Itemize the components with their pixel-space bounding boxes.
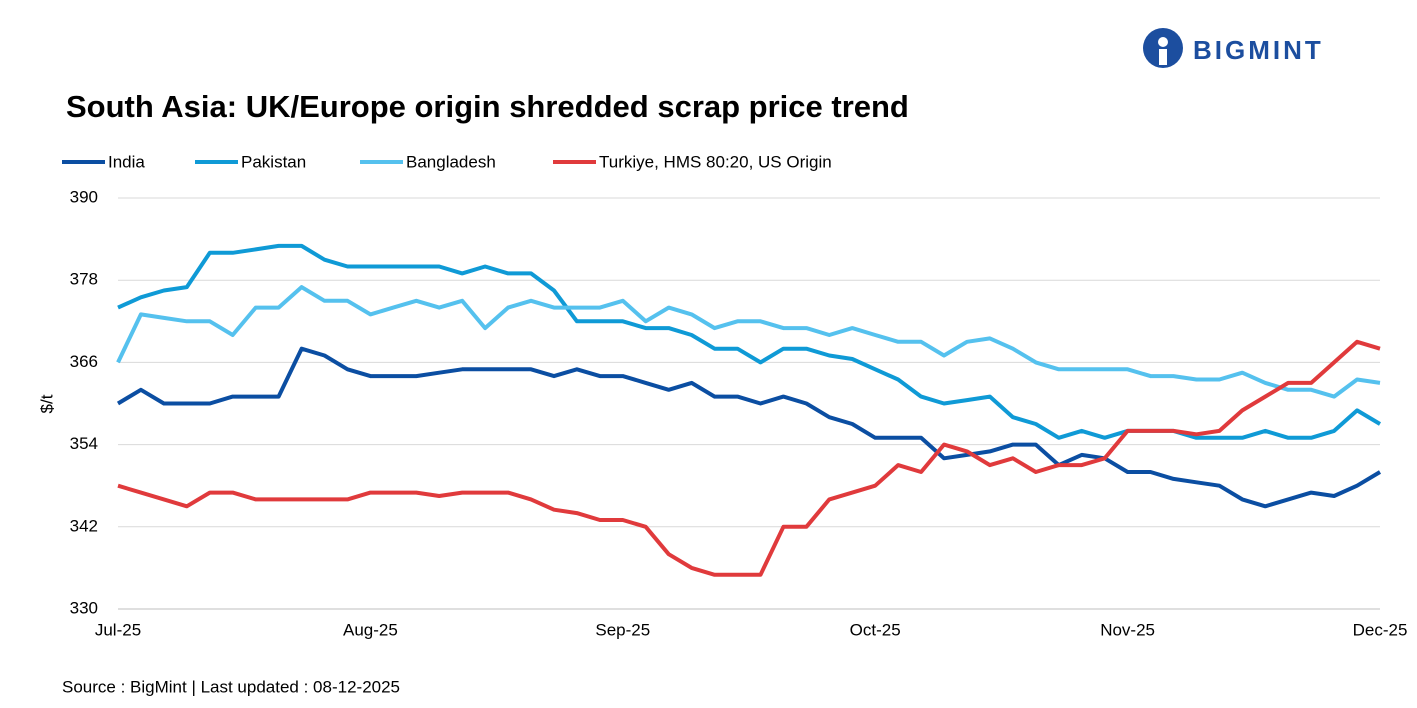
x-tick-label: Dec-25: [1353, 620, 1408, 639]
logo-text: BIGMINT: [1193, 35, 1324, 65]
source-note: Source : BigMint | Last updated : 08-12-…: [62, 677, 400, 696]
logo-icon: [1143, 28, 1183, 68]
legend-label: Bangladesh: [406, 152, 496, 171]
y-axis-label: $/t: [37, 394, 56, 413]
x-tick-label: Oct-25: [850, 620, 901, 639]
logo-icon-dot: [1158, 37, 1168, 47]
series-line: [116, 285, 1381, 399]
legend-label: Pakistan: [241, 152, 306, 171]
series-line: [117, 243, 1382, 440]
series-line: [116, 346, 1382, 509]
logo-icon-bar: [1159, 49, 1167, 65]
y-tick-label: 378: [70, 270, 98, 289]
plot-area: 330 342 354 366 378 390 Jul-25 Aug-25 Sep-25 Oct-…: [70, 187, 1408, 639]
legend-label: India: [108, 152, 145, 171]
x-tick-label: Sep-25: [595, 620, 650, 639]
logo: BIGMINT: [1143, 28, 1324, 68]
y-tick-label: 366: [70, 352, 98, 371]
x-tick-label: Aug-25: [343, 620, 398, 639]
x-tick-label: Jul-25: [95, 620, 141, 639]
chart-title: South Asia: UK/Europe origin shredded sc…: [66, 89, 909, 124]
y-tick-label: 390: [70, 187, 98, 206]
y-tick-label: 342: [70, 516, 98, 535]
y-tick-label: 330: [70, 598, 98, 617]
legend-label: Turkiye, HMS 80:20, US Origin: [599, 152, 832, 171]
x-tick-label: Nov-25: [1100, 620, 1155, 639]
series-line: [117, 339, 1381, 577]
y-tick-label: 354: [70, 434, 98, 453]
legend: India Pakistan Bangladesh Turkiye, HMS 80:2…: [62, 152, 832, 171]
